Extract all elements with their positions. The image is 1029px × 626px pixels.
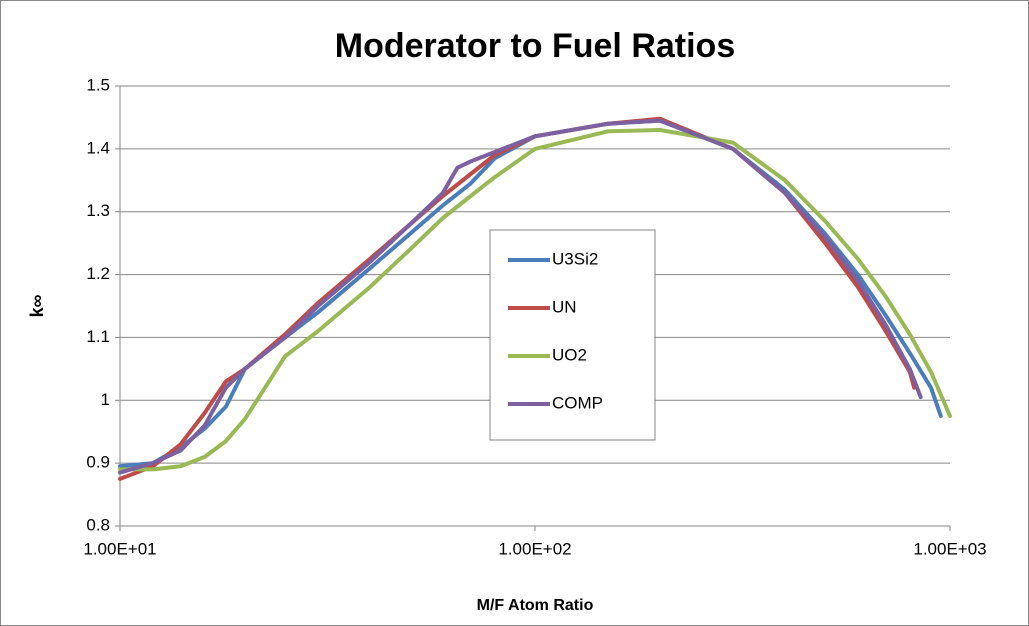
series-line xyxy=(118,118,923,475)
y-tick-label: 0.8 xyxy=(86,515,110,534)
x-tick-label: 1.00E+02 xyxy=(498,539,571,558)
series-line xyxy=(118,118,943,469)
y-tick-label: 0.9 xyxy=(86,453,110,472)
y-tick-label: 1.4 xyxy=(86,138,110,157)
legend-label: COMP xyxy=(552,393,603,412)
x-axis-label: M/F Atom Ratio xyxy=(477,597,594,614)
y-tick-label: 1.2 xyxy=(86,264,110,283)
series-line xyxy=(118,116,917,481)
y-tick-label: 1.5 xyxy=(86,75,110,94)
legend-label: UO2 xyxy=(552,345,587,364)
y-axis-label: k∞ xyxy=(27,294,47,317)
legend-label: UN xyxy=(552,297,577,316)
y-tick-label: 1.3 xyxy=(86,201,110,220)
y-tick-label: 1 xyxy=(101,390,110,409)
x-tick-label: 1.00E+01 xyxy=(83,539,156,558)
y-tick-label: 1.1 xyxy=(86,327,110,346)
x-tick-label: 1.00E+03 xyxy=(913,539,986,558)
series-line xyxy=(118,128,952,472)
chart-title: Moderator to Fuel Ratios xyxy=(335,27,735,65)
legend-label: U3Si2 xyxy=(552,249,598,268)
